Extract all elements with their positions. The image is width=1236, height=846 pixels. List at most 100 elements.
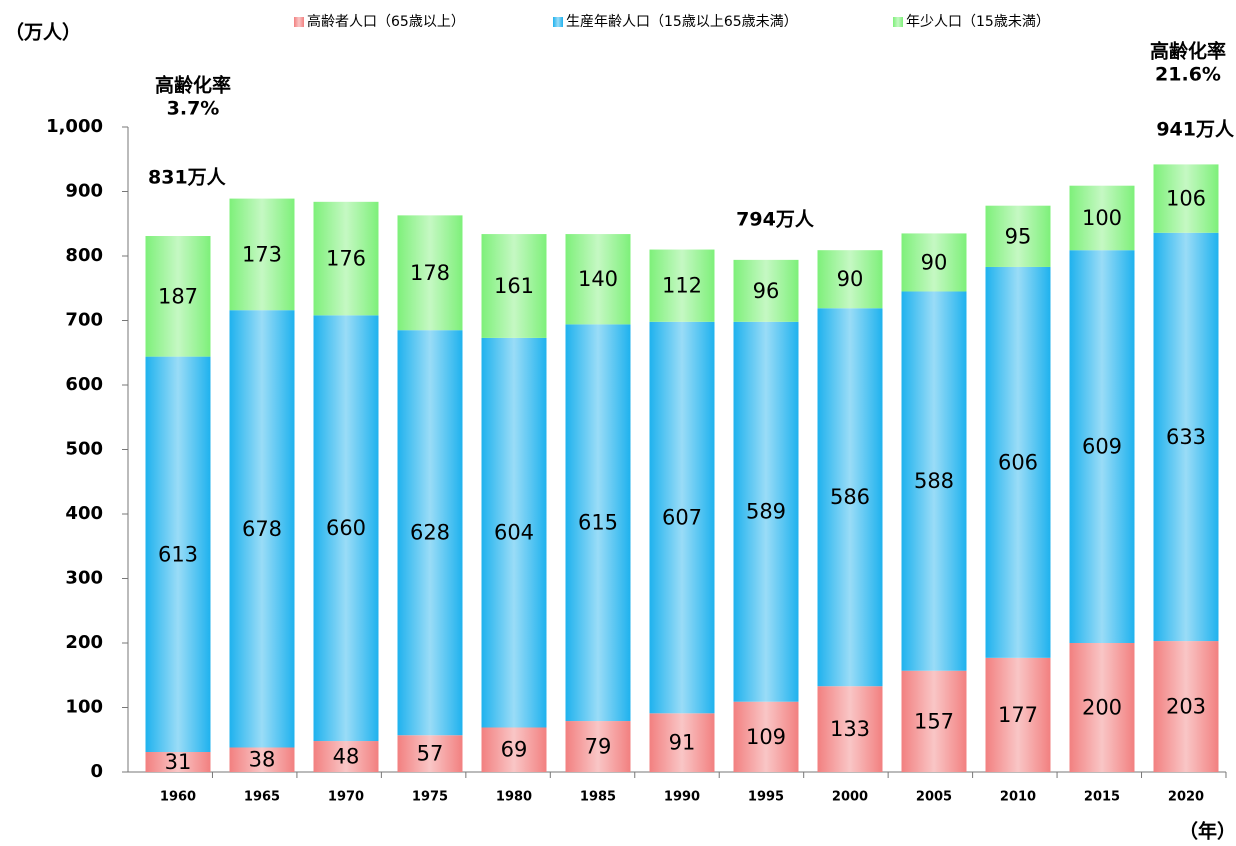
y-tick-label: 700 [65,310,103,331]
value-label: 586 [830,485,870,509]
value-label: 90 [837,267,864,291]
x-tick-label: 1990 [664,790,700,805]
bar-segment [229,310,295,748]
bar-segment [397,330,463,736]
bar-segment [1069,185,1135,251]
bar-segment [901,233,967,292]
bar-segment [565,234,631,325]
bar-segment [145,236,211,357]
legend-label: 年少人口（15歳未満） [906,14,1050,30]
value-label: 79 [585,735,612,759]
annotation: 21.6% [1155,64,1221,86]
bar-segment [733,259,799,322]
value-label: 157 [914,709,954,733]
value-label: 90 [921,250,948,274]
bar-segment [733,321,799,702]
value-label: 133 [830,717,870,741]
y-tick-label: 600 [65,374,103,395]
value-label: 106 [1166,187,1206,211]
value-label: 176 [326,247,366,271]
bar-segment [985,266,1051,658]
bar-segment [229,198,295,311]
bar-segment [145,752,211,772]
y-tick-label: 100 [65,697,103,718]
value-label: 588 [914,469,954,493]
bar-segment [985,205,1051,267]
value-label: 109 [746,725,786,749]
bar-segment [481,234,547,338]
x-tick-label: 2015 [1084,790,1120,805]
bar-segment [313,315,379,742]
bar-segment [397,735,463,772]
bar-segment [649,321,715,714]
annotation: 高齢化率 [155,74,231,97]
bar-segment [397,215,463,331]
bar-segment [481,727,547,772]
value-label: 177 [998,703,1038,727]
value-label: 140 [578,267,618,291]
bar-segment [1069,643,1135,772]
bar-segment [229,747,295,772]
value-label: 615 [578,511,618,535]
bar-segment [1069,250,1135,643]
y-tick-label: 400 [65,503,103,524]
value-label: 173 [242,242,282,266]
y-tick-label: 300 [65,568,103,589]
x-tick-label: 1970 [328,790,364,805]
value-label: 604 [494,521,534,545]
y-tick-label: 500 [65,439,103,460]
value-label: 96 [753,279,780,303]
bar-segment [901,670,967,772]
annotation: 941万人 [1156,119,1235,141]
value-label: 633 [1166,425,1206,449]
x-tick-label: 1995 [748,790,784,805]
x-tick-label: 1975 [412,790,448,805]
value-label: 161 [494,274,534,298]
bar-segment [145,356,211,753]
value-label: 607 [662,506,702,530]
x-tick-label: 1965 [244,790,280,805]
annotation: 831万人 [148,167,227,189]
bar-segment [481,337,547,728]
bar-segment [313,741,379,772]
x-tick-label: 1985 [580,790,616,805]
y-axis-label: （万人） [5,21,81,44]
x-tick-label: 1980 [496,790,532,805]
y-tick-label: 0 [90,761,103,782]
legend-swatch [893,17,903,27]
x-tick-label: 2000 [832,790,868,805]
value-label: 178 [410,261,450,285]
bar-segment [817,308,883,687]
bar-segment [817,250,883,309]
bar-segment [565,324,631,722]
bar-segment [817,686,883,772]
x-tick-label: 2005 [916,790,952,805]
value-label: 678 [242,517,282,541]
bar-segment [985,657,1051,772]
y-tick-label: 1,000 [46,116,103,137]
bar-segment [313,201,379,316]
value-label: 95 [1005,224,1032,248]
annotation: 794万人 [736,209,815,231]
value-label: 38 [249,748,276,772]
x-tick-label: 1960 [160,790,196,805]
legend-swatch [553,17,563,27]
value-label: 660 [326,516,366,540]
bar-segment [565,721,631,772]
value-label: 628 [410,521,450,545]
value-label: 69 [501,738,528,762]
value-label: 589 [746,500,786,524]
annotation: 3.7% [167,98,220,120]
value-label: 613 [158,542,198,566]
y-tick-label: 200 [65,632,103,653]
legend-label: 生産年齢人口（15歳以上65歳未満） [566,14,798,30]
annotation: 高齢化率 [1150,40,1226,63]
value-label: 100 [1082,206,1122,230]
bar-segment [649,713,715,772]
y-tick-label: 800 [65,245,103,266]
value-label: 48 [333,745,360,769]
x-tick-label: 2020 [1168,790,1204,805]
value-label: 91 [669,731,696,755]
bar-segment [649,249,715,322]
